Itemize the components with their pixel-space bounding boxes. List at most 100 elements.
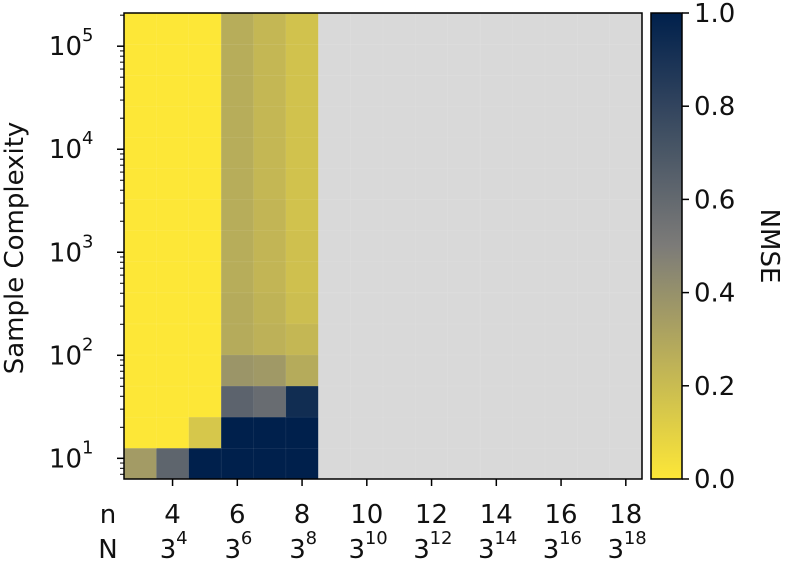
heatmap-cell (188, 74, 222, 107)
heatmap-cell (544, 292, 578, 325)
heatmap-cell (415, 43, 449, 76)
heatmap-cell (350, 261, 384, 294)
heatmap-cell (188, 416, 222, 449)
x-tick-label-N-exponent: 6 (241, 528, 252, 549)
heatmap-cell (285, 43, 319, 76)
heatmap-cell (479, 385, 514, 418)
heatmap-cell (512, 43, 546, 76)
heatmap-cell (577, 168, 611, 200)
heatmap-cell (415, 261, 449, 294)
heatmap-cell (253, 261, 287, 294)
heatmap-cell (415, 74, 449, 107)
heatmap-cell (577, 447, 611, 480)
heatmap-cell (253, 137, 287, 169)
heatmap-cell (415, 354, 449, 387)
heatmap-cell (382, 43, 416, 76)
heatmap-cell (577, 323, 611, 356)
heatmap-cell (188, 168, 222, 200)
heatmap-cell (577, 354, 611, 387)
heatmap-cell (544, 416, 578, 449)
heatmap-cell (123, 137, 157, 169)
heatmap-cell (350, 12, 384, 45)
heatmap-cell (609, 230, 643, 263)
heatmap-cell (447, 447, 481, 480)
heatmap-cell (447, 74, 481, 107)
x-tick-label-n: 18 (609, 500, 642, 530)
heatmap-cell (220, 354, 255, 387)
heatmap-cell (479, 137, 514, 169)
colorbar (650, 12, 683, 480)
heatmap-cell (415, 416, 449, 449)
heatmap-cell (512, 385, 546, 418)
heatmap-cell (479, 12, 514, 45)
x-tick-label-N-exponent: 12 (430, 528, 453, 549)
heatmap-cell (609, 261, 643, 294)
heatmap-cell (156, 137, 190, 169)
heatmap-cell (350, 385, 384, 418)
x-tick-label-N-base: 3 (543, 535, 560, 565)
x-tick-label-N-base: 3 (608, 535, 625, 565)
heatmap-cell (577, 199, 611, 232)
heatmap-cell (415, 292, 449, 325)
heatmap-cell (512, 12, 546, 45)
heatmap-cell (544, 447, 578, 480)
x-tick-label-n: 14 (480, 500, 513, 530)
heatmap-cell (188, 230, 222, 263)
heatmap-cell (415, 168, 449, 200)
heatmap-cell (253, 416, 287, 449)
heatmap-cell (447, 43, 481, 76)
y-tick-exponent: 1 (82, 437, 93, 458)
heatmap-cell (415, 323, 449, 356)
heatmap-cell (609, 74, 643, 107)
heatmap-cell (285, 323, 319, 356)
heatmap-cell (577, 385, 611, 418)
heatmap-cell (447, 323, 481, 356)
heatmap-cell (479, 292, 514, 325)
heatmap-cell (447, 416, 481, 449)
heatmap-cell (220, 137, 255, 169)
y-tick-exponent: 4 (82, 128, 93, 149)
heatmap-cell (350, 43, 384, 76)
heatmap-cell (512, 105, 546, 138)
heatmap-cell (415, 12, 449, 45)
heatmap-cell (318, 385, 352, 418)
y-tick-label: 10 (49, 238, 82, 268)
heatmap-cell (253, 105, 287, 138)
heatmap-cell (285, 447, 319, 480)
heatmap-cell (318, 230, 352, 263)
colorbar-tick-label: 0.8 (694, 92, 735, 122)
heatmap-cell (156, 323, 190, 356)
heatmap-cell (544, 323, 578, 356)
x-tick-label-n: 16 (545, 500, 578, 530)
colorbar-tick-label: 0.6 (694, 185, 735, 215)
heatmap-cell (382, 199, 416, 232)
heatmap-cell (253, 43, 287, 76)
heatmap-cell (382, 323, 416, 356)
heatmap-cell (577, 74, 611, 107)
heatmap-cell (285, 199, 319, 232)
x-tick-label-N-exponent: 10 (365, 528, 388, 549)
heatmap-cell (512, 261, 546, 294)
heatmap-cell (609, 323, 643, 356)
heatmap-cell (188, 137, 222, 169)
heatmap-cell (577, 43, 611, 76)
heatmap-cell (350, 105, 384, 138)
heatmap-cell (350, 137, 384, 169)
y-tick-label: 10 (49, 341, 82, 371)
heatmap-cell (447, 292, 481, 325)
heatmap-cell (350, 447, 384, 480)
heatmap-cell (156, 385, 190, 418)
heatmap-cell (220, 74, 255, 107)
heatmap-cell (609, 447, 643, 480)
heatmap-cell (479, 105, 514, 138)
heatmap-cell (350, 292, 384, 325)
y-tick-label: 10 (49, 32, 82, 62)
heatmap-cells (123, 12, 643, 480)
plot-frame (123, 12, 643, 480)
heatmap-cell (577, 230, 611, 263)
heatmap-cell (318, 354, 352, 387)
heatmap-cell (285, 12, 319, 45)
heatmap-cell (253, 230, 287, 263)
y-tick-label: 10 (49, 444, 82, 474)
